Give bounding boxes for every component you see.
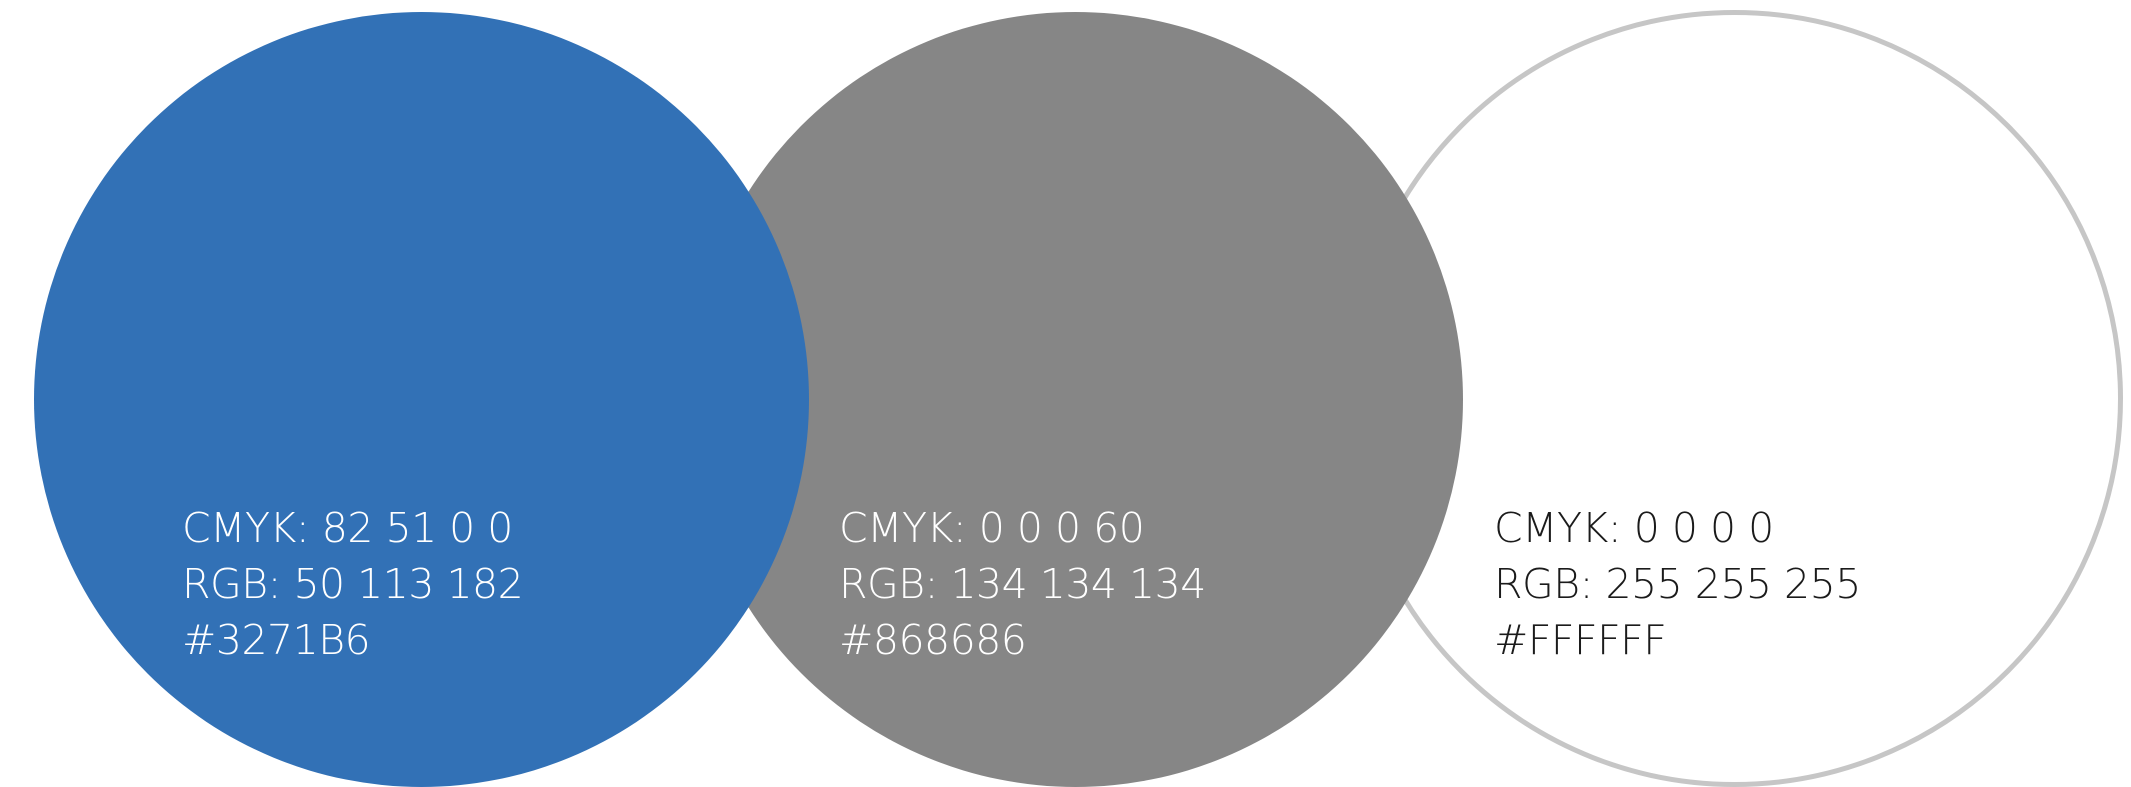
gray-hex-value: #868686	[839, 616, 1027, 664]
blue-cmyk-value: CMYK: 82 51 0 0	[182, 504, 513, 552]
blue-color-label: CMYK: 82 51 0 0 RGB: 50 113 182 #3271B6	[182, 500, 524, 668]
white-cmyk-value: CMYK: 0 0 0 0	[1494, 504, 1774, 552]
gray-cmyk-value: CMYK: 0 0 0 60	[839, 504, 1145, 552]
white-color-swatch	[1346, 10, 2123, 787]
gray-rgb-value: RGB: 134 134 134	[839, 560, 1206, 608]
blue-color-swatch	[34, 12, 809, 787]
white-rgb-value: RGB: 255 255 255	[1494, 560, 1861, 608]
blue-rgb-value: RGB: 50 113 182	[182, 560, 524, 608]
gray-color-label: CMYK: 0 0 0 60 RGB: 134 134 134 #868686	[839, 500, 1206, 668]
blue-hex-value: #3271B6	[182, 616, 371, 664]
gray-color-swatch	[688, 12, 1463, 787]
white-color-label: CMYK: 0 0 0 0 RGB: 255 255 255 #FFFFFF	[1494, 500, 1861, 668]
white-hex-value: #FFFFFF	[1494, 616, 1667, 664]
